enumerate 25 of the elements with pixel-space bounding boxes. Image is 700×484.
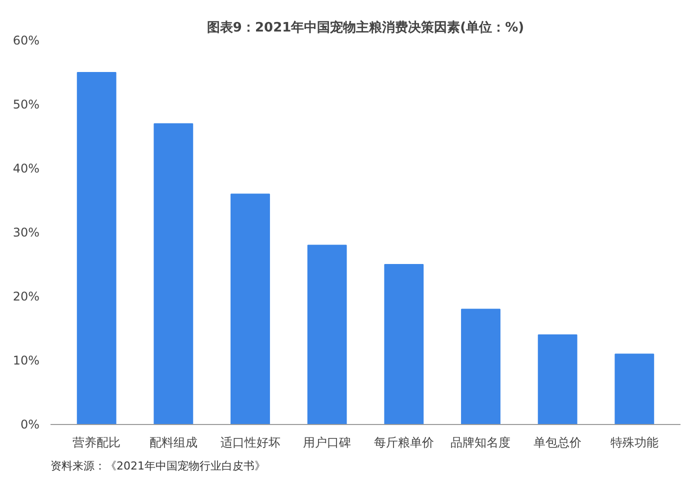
chart-title: 图表9：2021年中国宠物主粮消费决策因素(单位：%)	[206, 20, 524, 36]
bar	[76, 72, 116, 424]
bar	[230, 194, 270, 424]
y-tick-label: 60%	[12, 34, 40, 48]
x-tick-label: 每斤粮单价	[374, 436, 434, 450]
text: 资料来源：《2021年中国宠物行业白皮书》	[50, 460, 266, 472]
x-tick-label: 品牌知名度	[450, 436, 511, 450]
y-tick-label: 10%	[12, 354, 40, 368]
x-tick-label: 用户口碑	[303, 436, 352, 450]
bar	[538, 334, 578, 424]
y-tick-label: 40%	[12, 162, 40, 176]
y-tick-label: 30%	[12, 226, 40, 240]
bar	[154, 123, 194, 424]
y-tick-label: 0%	[20, 418, 40, 432]
y-tick-label: 20%	[12, 290, 40, 304]
x-tick-label: 配料组成	[149, 436, 198, 450]
x-tick-label: 特殊功能	[610, 436, 658, 450]
y-tick-label: 50%	[12, 98, 40, 112]
bar	[384, 264, 424, 424]
x-tick-label: 营养配比	[72, 436, 121, 450]
x-tick-label: 适口性好坏	[220, 436, 280, 450]
bar	[461, 308, 500, 424]
bar	[307, 244, 347, 424]
x-tick-label: 单包总价	[534, 436, 582, 450]
bar	[614, 354, 654, 424]
